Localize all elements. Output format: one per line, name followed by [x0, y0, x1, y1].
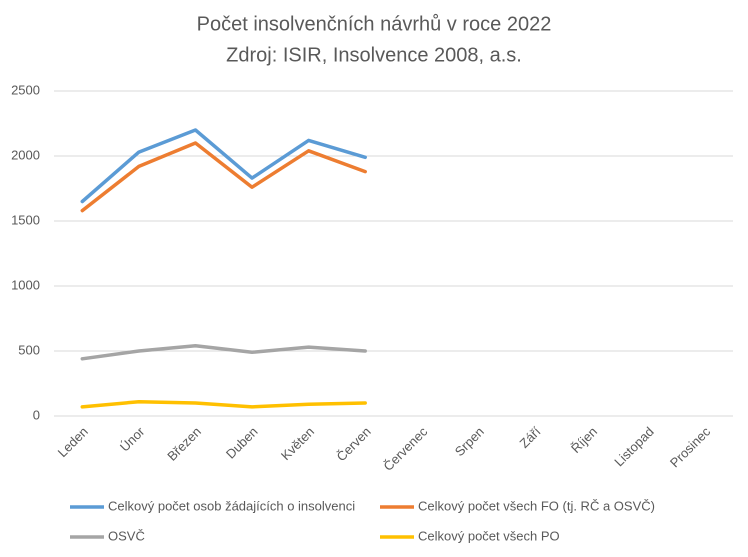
legend-label: Celkový počet osob žádajících o insolven… [108, 498, 355, 513]
line-series [80, 399, 367, 409]
y-tick-label: 2500 [11, 82, 40, 97]
y-tick-label: 0 [33, 407, 40, 422]
line-series [80, 141, 367, 213]
y-tick-label: 2000 [11, 147, 40, 162]
line-series [80, 128, 367, 204]
y-tick-label: 1000 [11, 277, 40, 292]
chart-subtitle: Zdroj: ISIR, Insolvence 2008, a.s. [226, 44, 522, 66]
legend-label: Celkový počet všech FO (tj. RČ a OSVČ) [418, 498, 655, 513]
line-series [80, 344, 367, 361]
legend-label: OSVČ [108, 528, 145, 543]
legend-label: Celkový počet všech PO [418, 528, 560, 543]
y-tick-label: 1500 [11, 212, 40, 227]
chart-title: Počet insolvenčních návrhů v roce 2022 [197, 13, 552, 35]
y-tick-label: 500 [18, 342, 40, 357]
